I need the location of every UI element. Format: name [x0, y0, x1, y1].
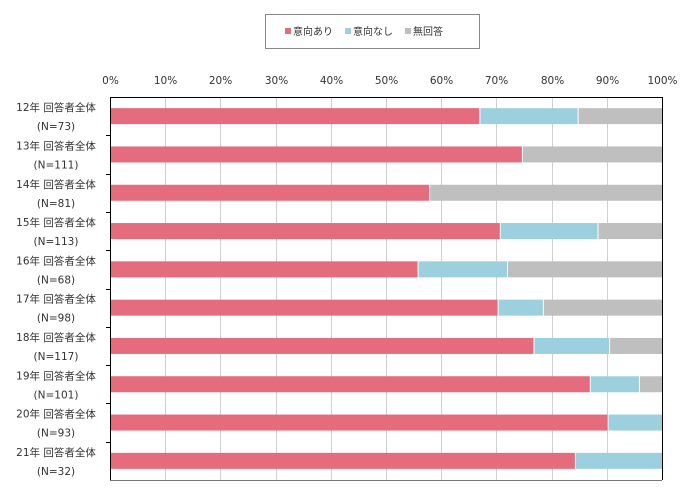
category-label: 20年 回答者全体 [16, 408, 96, 421]
bar-4-0 [110, 261, 418, 278]
category-n-label: (N=73) [37, 121, 75, 133]
bar-7-0 [110, 376, 590, 393]
x-tick-label: 50% [375, 75, 398, 87]
bar-6-2 [610, 337, 662, 354]
bar-2-2 [430, 184, 662, 201]
bar-6-0 [110, 337, 534, 354]
x-tick-label: 60% [430, 75, 453, 87]
category-n-label: (N=101) [34, 389, 79, 401]
category-label: 21年 回答者全体 [16, 446, 96, 459]
x-tick-label: 80% [541, 75, 564, 87]
x-tick-label: 20% [209, 75, 232, 87]
bar-4-1 [418, 261, 507, 278]
category-label: 14年 回答者全体 [16, 178, 96, 191]
bar-2-0 [110, 184, 430, 201]
bar-0-1 [480, 108, 578, 125]
legend-swatch-2 [405, 28, 411, 34]
bar-0-0 [110, 108, 480, 125]
x-tick-label: 70% [485, 75, 508, 87]
x-tick-label: 90% [596, 75, 619, 87]
legend-label-0: 意向あり [293, 25, 333, 38]
bar-6-1 [534, 337, 610, 354]
bar-5-1 [498, 299, 543, 316]
bar-8-1 [608, 414, 662, 431]
bar-4-2 [507, 261, 662, 278]
legend-label-2: 無回答 [413, 25, 443, 38]
category-label: 18年 回答者全体 [16, 331, 96, 344]
category-label: 15年 回答者全体 [16, 216, 96, 229]
legend-label-1: 意向なし [353, 25, 393, 38]
bar-8-0 [110, 414, 608, 431]
bar-5-0 [110, 299, 498, 316]
bar-3-1 [500, 223, 598, 240]
category-n-label: (N=32) [37, 466, 75, 478]
category-n-label: (N=93) [37, 428, 75, 440]
category-n-label: (N=81) [37, 198, 75, 210]
category-label: 17年 回答者全体 [16, 293, 96, 306]
bar-1-0 [110, 146, 522, 163]
bar-3-2 [598, 223, 662, 240]
bar-0-2 [578, 108, 662, 125]
category-n-label: (N=113) [34, 236, 79, 248]
bar-9-0 [110, 452, 575, 469]
x-tick-label: 100% [647, 75, 677, 87]
category-label: 16年 回答者全体 [16, 254, 96, 267]
category-label: 12年 回答者全体 [16, 101, 96, 114]
category-label: 19年 回答者全体 [16, 369, 96, 382]
bar-7-2 [639, 376, 662, 393]
category-n-label: (N=117) [34, 351, 79, 363]
bar-5-2 [543, 299, 662, 316]
bar-1-2 [522, 146, 662, 163]
category-n-label: (N=111) [34, 159, 79, 171]
x-tick-label: 30% [265, 75, 288, 87]
category-n-label: (N=98) [37, 313, 75, 325]
legend-swatch-1 [345, 28, 351, 34]
x-tick-label: 40% [320, 75, 343, 87]
bar-9-1 [575, 452, 662, 469]
category-n-label: (N=68) [37, 274, 75, 286]
legend-box [265, 14, 480, 49]
category-label: 13年 回答者全体 [16, 139, 96, 152]
bar-7-1 [590, 376, 639, 393]
x-tick-label: 0% [102, 75, 119, 87]
legend-swatch-0 [285, 28, 291, 34]
x-tick-label: 10% [154, 75, 177, 87]
bar-3-0 [110, 223, 500, 240]
